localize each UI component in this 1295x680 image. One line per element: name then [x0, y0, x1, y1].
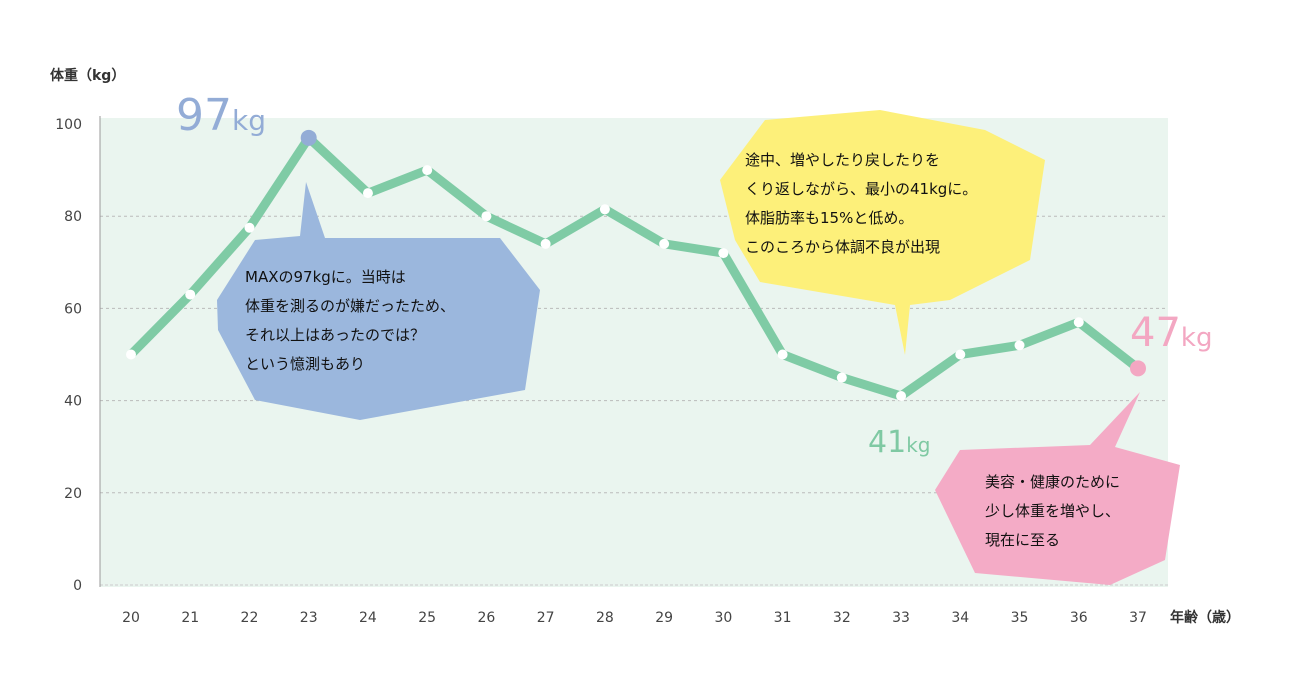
x-tick-label: 26: [477, 610, 495, 626]
line-segment: [1076, 318, 1141, 372]
current-label: 47kg: [1130, 310, 1212, 356]
line-segment: [959, 340, 1021, 359]
x-tick-label: 23: [300, 610, 318, 626]
x-tick-label: 35: [1011, 610, 1029, 626]
callout-text-line: 途中、増やしたり戻したりを: [745, 151, 940, 169]
line-segment: [305, 134, 372, 197]
callout-max-shape: [217, 182, 540, 420]
x-tick-label: 28: [596, 610, 614, 626]
callout-text-line: という憶測もあり: [245, 355, 365, 373]
line-segment: [663, 239, 725, 258]
max-label: 97kg: [176, 90, 266, 141]
callout-text-line: 美容・健康のために: [985, 473, 1120, 491]
min-label: 41kg: [868, 425, 930, 460]
data-point: [777, 349, 788, 360]
callout-text-line: このころから体調不良が出現: [745, 238, 940, 256]
x-tick-label: 36: [1070, 610, 1088, 626]
data-point: [185, 289, 196, 300]
line-segment: [898, 350, 963, 400]
x-tick-label: 31: [774, 610, 792, 626]
data-point: [422, 165, 433, 176]
x-tick-label: 29: [655, 610, 673, 626]
data-point: [244, 222, 255, 233]
line-segment: [602, 205, 667, 248]
line-segment: [719, 250, 787, 357]
line-segment: [245, 135, 313, 231]
callout-text-line: 体脂肪率も15%と低め。: [745, 209, 913, 227]
line-segment: [1017, 318, 1081, 350]
data-point: [1130, 360, 1146, 377]
data-point: [718, 248, 729, 259]
callout-text-line: 現在に至る: [985, 531, 1060, 549]
data-point: [836, 372, 847, 383]
data-point: [481, 211, 492, 222]
callout-text-line: MAXの97kgに。当時は: [245, 268, 406, 286]
x-tick-label: 27: [537, 610, 555, 626]
data-point: [599, 204, 610, 215]
x-axis-title: 年齢（歳）: [1170, 609, 1240, 626]
x-tick-label: 20: [122, 610, 140, 626]
data-point: [659, 238, 670, 249]
y-tick-label: 20: [64, 486, 82, 502]
y-axis-title: 体重（kg）: [50, 67, 125, 84]
x-tick-label: 21: [181, 610, 199, 626]
x-tick-label: 30: [714, 610, 732, 626]
y-tick-label: 100: [55, 117, 82, 133]
y-tick-label: 40: [64, 394, 82, 410]
data-point: [362, 188, 373, 199]
data-point: [955, 349, 966, 360]
data-point: [300, 129, 317, 146]
line-segment: [424, 166, 490, 220]
callout-text-line: それ以上はあったのでは？: [245, 326, 425, 344]
x-tick-label: 37: [1129, 610, 1147, 626]
x-tick-label: 22: [241, 610, 259, 626]
data-point: [1073, 317, 1084, 328]
callout-text-line: 体重を測るのが嫌だったため、: [245, 297, 455, 315]
line-segment: [543, 205, 608, 248]
line-segment: [186, 224, 253, 298]
y-tick-label: 60: [64, 301, 82, 317]
data-point: [1014, 340, 1025, 351]
line-segment: [366, 165, 429, 198]
x-tick-label: 24: [359, 610, 377, 626]
line-segment: [484, 212, 548, 248]
callout-current-shape: [935, 392, 1180, 585]
callout-text-line: くり返しながら、最小の41kgに。: [745, 180, 977, 198]
x-tick-label: 33: [892, 610, 910, 626]
data-point: [126, 349, 136, 360]
data-point: [540, 238, 551, 249]
x-tick-label: 25: [418, 610, 436, 626]
callout-min-shape: [720, 110, 1045, 355]
data-point: [896, 390, 907, 401]
y-tick-label: 0: [73, 578, 82, 594]
callout-text-line: 少し体重を増やし、: [985, 502, 1120, 520]
x-tick-label: 32: [833, 610, 851, 626]
y-tick-label: 80: [64, 209, 82, 225]
line-segment: [127, 291, 194, 358]
line-segment: [840, 373, 903, 401]
x-tick-label: 34: [951, 610, 969, 626]
line-segment: [780, 350, 844, 382]
